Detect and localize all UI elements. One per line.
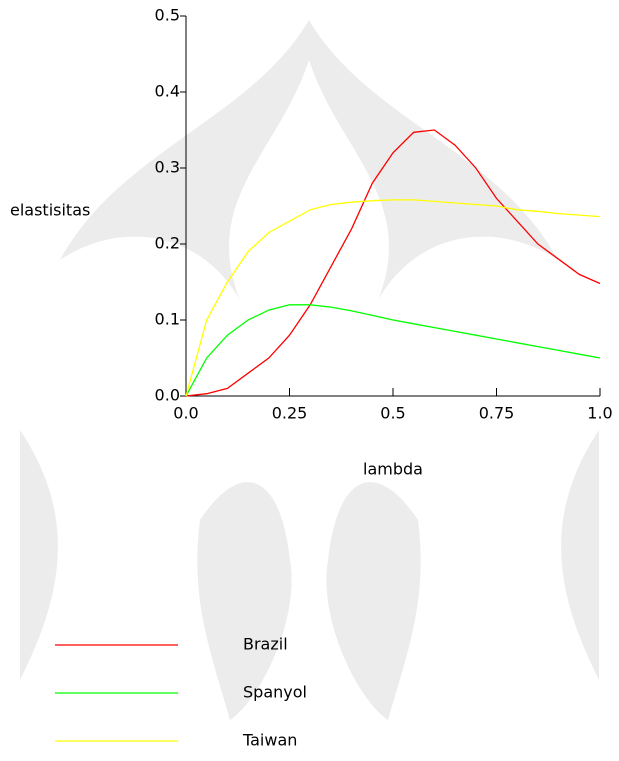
x-tick-label: 1.0 xyxy=(587,404,612,423)
y-tick-label: 0.3 xyxy=(155,158,180,177)
y-tick-label: 0.2 xyxy=(155,234,180,253)
x-tick-label: 0.25 xyxy=(272,404,308,423)
watermark xyxy=(20,20,599,720)
x-tick-label: 0.5 xyxy=(380,404,405,423)
chart: elastisitas lambda 0.0 0.1 0.2 0.3 0.4 0.5 0.0… xyxy=(0,0,619,761)
x-tick-label: 0.75 xyxy=(479,404,515,423)
x-tick-label: 0.0 xyxy=(173,404,198,423)
legend-label: Taiwan xyxy=(242,731,297,750)
y-axis-label: elastisitas xyxy=(10,201,90,220)
y-tick-label: 0.1 xyxy=(155,310,180,329)
legend-label: Spanyol xyxy=(243,683,307,702)
y-tick-label: 0.0 xyxy=(155,386,180,405)
y-tick-label: 0.5 xyxy=(155,6,180,25)
x-axis-label: lambda xyxy=(363,460,423,479)
legend-label: Brazil xyxy=(243,635,288,654)
series-line xyxy=(186,305,600,396)
y-tick-label: 0.4 xyxy=(155,82,180,101)
